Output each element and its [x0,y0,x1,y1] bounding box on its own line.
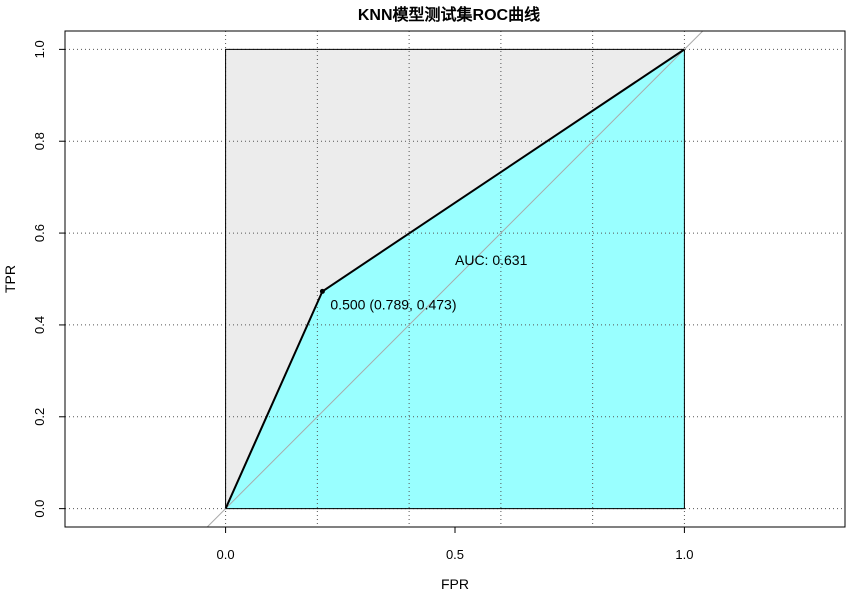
x-tick-label: 0.0 [217,547,235,562]
chart-title: KNN模型测试集ROC曲线 [358,5,540,24]
y-tick-label: 0.2 [32,408,47,426]
threshold-label: 0.500 (0.789, 0.473) [330,296,456,312]
threshold-point [319,288,325,294]
x-tick-label: 1.0 [675,547,693,562]
y-tick-label: 0.8 [32,132,47,150]
diagonal-reference-line [206,31,704,527]
y-tick-label: 0.0 [32,500,47,518]
y-axis-title: TPR [2,265,18,293]
auc-label: AUC: 0.631 [455,252,528,268]
plot-area: 0.500 (0.789, 0.473) AUC: 0.631 0.0 0.5 1.0 0… [32,30,846,562]
x-tick-label: 0.5 [446,547,464,562]
y-tick-label: 1.0 [32,40,47,58]
y-tick-label: 0.6 [32,224,47,242]
y-tick-label: 0.4 [32,316,47,334]
roc-square-border [225,48,685,510]
x-axis-title: FPR [441,576,469,592]
